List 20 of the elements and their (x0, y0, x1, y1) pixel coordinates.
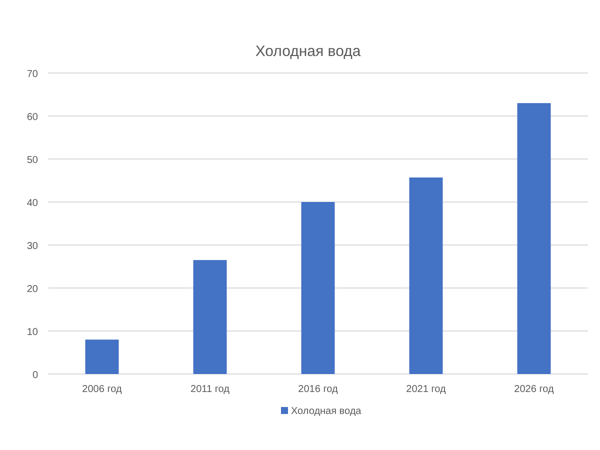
x-tick-label: 2011 год (190, 384, 230, 395)
bar (193, 260, 227, 374)
legend-label: Холодная вода (291, 406, 362, 417)
y-tick-label: 30 (26, 241, 38, 252)
x-tick-label: 2006 год (82, 384, 122, 395)
bar (301, 202, 335, 374)
bar (517, 103, 551, 374)
x-tick-label: 2021 год (406, 384, 446, 395)
y-tick-label: 40 (26, 198, 38, 209)
x-tick-label: 2026 год (514, 384, 554, 395)
y-tick-label: 20 (26, 284, 38, 295)
chart-title: Холодная вода (255, 43, 362, 60)
x-tick-label: 2016 год (298, 384, 338, 395)
y-tick-label: 0 (32, 370, 38, 381)
bar (85, 340, 119, 374)
y-tick-label: 10 (26, 327, 38, 338)
y-tick-label: 50 (26, 155, 38, 166)
y-tick-label: 60 (26, 112, 38, 123)
y-tick-label: 70 (26, 69, 38, 80)
bar (409, 177, 443, 374)
